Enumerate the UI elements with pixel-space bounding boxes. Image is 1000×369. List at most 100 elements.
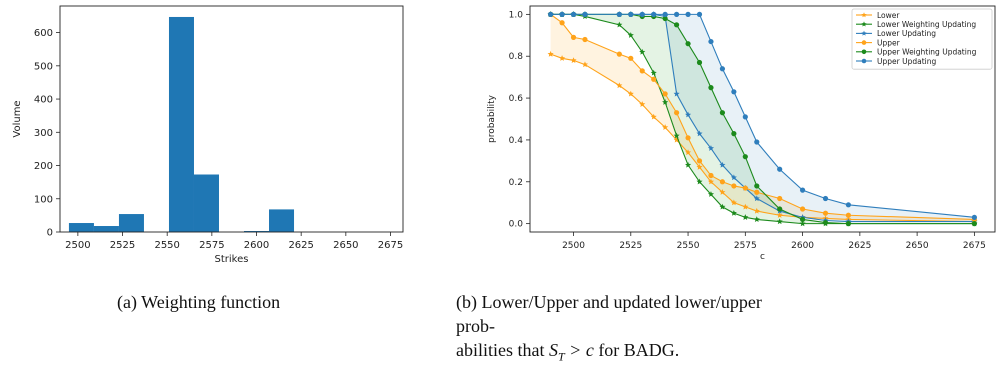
x-tick-label: 2525 [110, 240, 135, 251]
y-tick-label: 0.6 [509, 94, 524, 104]
series-point [799, 220, 806, 227]
series-point [651, 76, 657, 82]
series-point [674, 110, 680, 116]
histogram-bar [68, 223, 94, 232]
series-point [971, 214, 977, 220]
x-tick-label: 2500 [562, 241, 585, 251]
caption-b-math-rest: > c [564, 340, 594, 360]
legend-swatch-marker [861, 12, 867, 18]
series-point [707, 145, 715, 151]
series-point [547, 50, 554, 57]
series-point [777, 206, 783, 212]
series-point [753, 195, 760, 202]
series-point [696, 178, 703, 185]
series-line [550, 53, 975, 223]
series-point [719, 66, 726, 72]
series-point [685, 161, 692, 168]
series-point [570, 11, 577, 17]
series-point [685, 111, 692, 118]
series-point [685, 149, 692, 156]
caption-b-suffix: for BADG. [593, 340, 680, 360]
histogram-bar [168, 16, 194, 232]
series-point [822, 210, 829, 216]
x-tick-label: 2525 [619, 241, 642, 251]
series-point [742, 203, 749, 210]
series-point [730, 199, 737, 206]
series-point [696, 11, 703, 17]
plot-frame [59, 5, 404, 233]
series-point [662, 11, 668, 17]
series-point [627, 32, 634, 38]
series-point [753, 207, 760, 214]
series-point [708, 85, 714, 91]
series-point [616, 51, 622, 57]
histogram-bar [244, 231, 270, 232]
x-tick-label: 2600 [244, 240, 269, 251]
series-point [719, 189, 726, 195]
legend-swatch-marker [861, 30, 867, 36]
x-tick-label: 2600 [791, 241, 814, 251]
histogram-bar [193, 174, 219, 232]
series-point [674, 11, 680, 17]
series-point [650, 69, 657, 76]
series-point [845, 202, 851, 208]
series-point [662, 124, 669, 130]
series-point [674, 22, 680, 28]
figure-page: 2500 2525 2550 2575 2600 2625 2650 2675 0 100 200 3… [12, 5, 996, 364]
series-point [731, 131, 737, 137]
series-point [581, 61, 589, 68]
caption-b-line2-prefix: abilities that [456, 340, 549, 360]
y-tick-label: 0.0 [509, 220, 524, 230]
series-point [616, 82, 623, 89]
legend-swatch-marker [861, 21, 867, 27]
x-tick-label: 2550 [677, 241, 700, 251]
series-point [582, 36, 588, 43]
x-tick-label: 2575 [734, 241, 757, 251]
series-point [742, 214, 749, 220]
y-tick-label: 100 [34, 194, 53, 205]
series-point [650, 113, 657, 120]
series-point [616, 21, 623, 28]
caption-b-line1: (b) Lower/Upper and updated lower/upper … [456, 292, 762, 336]
series-point [731, 183, 737, 189]
y-tick-label: 0.4 [509, 136, 524, 146]
series-point [685, 11, 691, 17]
series-point [754, 183, 760, 189]
shaded-band [550, 14, 975, 224]
series-line [550, 13, 975, 220]
y-axis-label: Volume [12, 100, 23, 137]
legend-entry-label: Lower Weighting Updating [877, 20, 976, 29]
caption-b: (b) Lower/Upper and updated lower/upper … [456, 290, 776, 369]
series-point [799, 216, 806, 223]
y-tick-label: 200 [34, 161, 53, 172]
x-tick-label: 2650 [906, 241, 929, 251]
caption-b-math-s: S [548, 340, 558, 360]
legend-entry-label: Upper Updating [877, 57, 936, 66]
series-point [719, 110, 726, 116]
series-point [639, 48, 646, 55]
series-point [719, 161, 726, 168]
histogram-bar [93, 226, 119, 232]
series-point [570, 34, 577, 40]
series-point [673, 132, 680, 139]
series-point [742, 154, 748, 160]
series-point [753, 216, 760, 223]
legend-swatch-marker [861, 58, 867, 64]
series-point [559, 55, 566, 61]
x-tick-label: 2625 [848, 241, 871, 251]
y-tick-label: 0.2 [509, 178, 523, 188]
series-point [639, 101, 646, 107]
series-point [822, 195, 829, 202]
probability-line-chart: 2500 2525 2550 2575 2600 2625 2650 2675 0.0 0.2 0.… [487, 5, 996, 262]
x-tick-label: 2675 [963, 241, 986, 251]
series-point [707, 178, 715, 185]
x-tick-label: 2500 [65, 240, 90, 251]
legend-entry-label: Lower [877, 11, 900, 20]
series-point [570, 57, 577, 63]
series-point [708, 172, 714, 179]
x-tick-label: 2575 [199, 240, 224, 251]
series-point [730, 209, 737, 216]
plot-frame [529, 5, 996, 233]
legend-entry-label: Upper Weighting Updating [877, 48, 977, 57]
